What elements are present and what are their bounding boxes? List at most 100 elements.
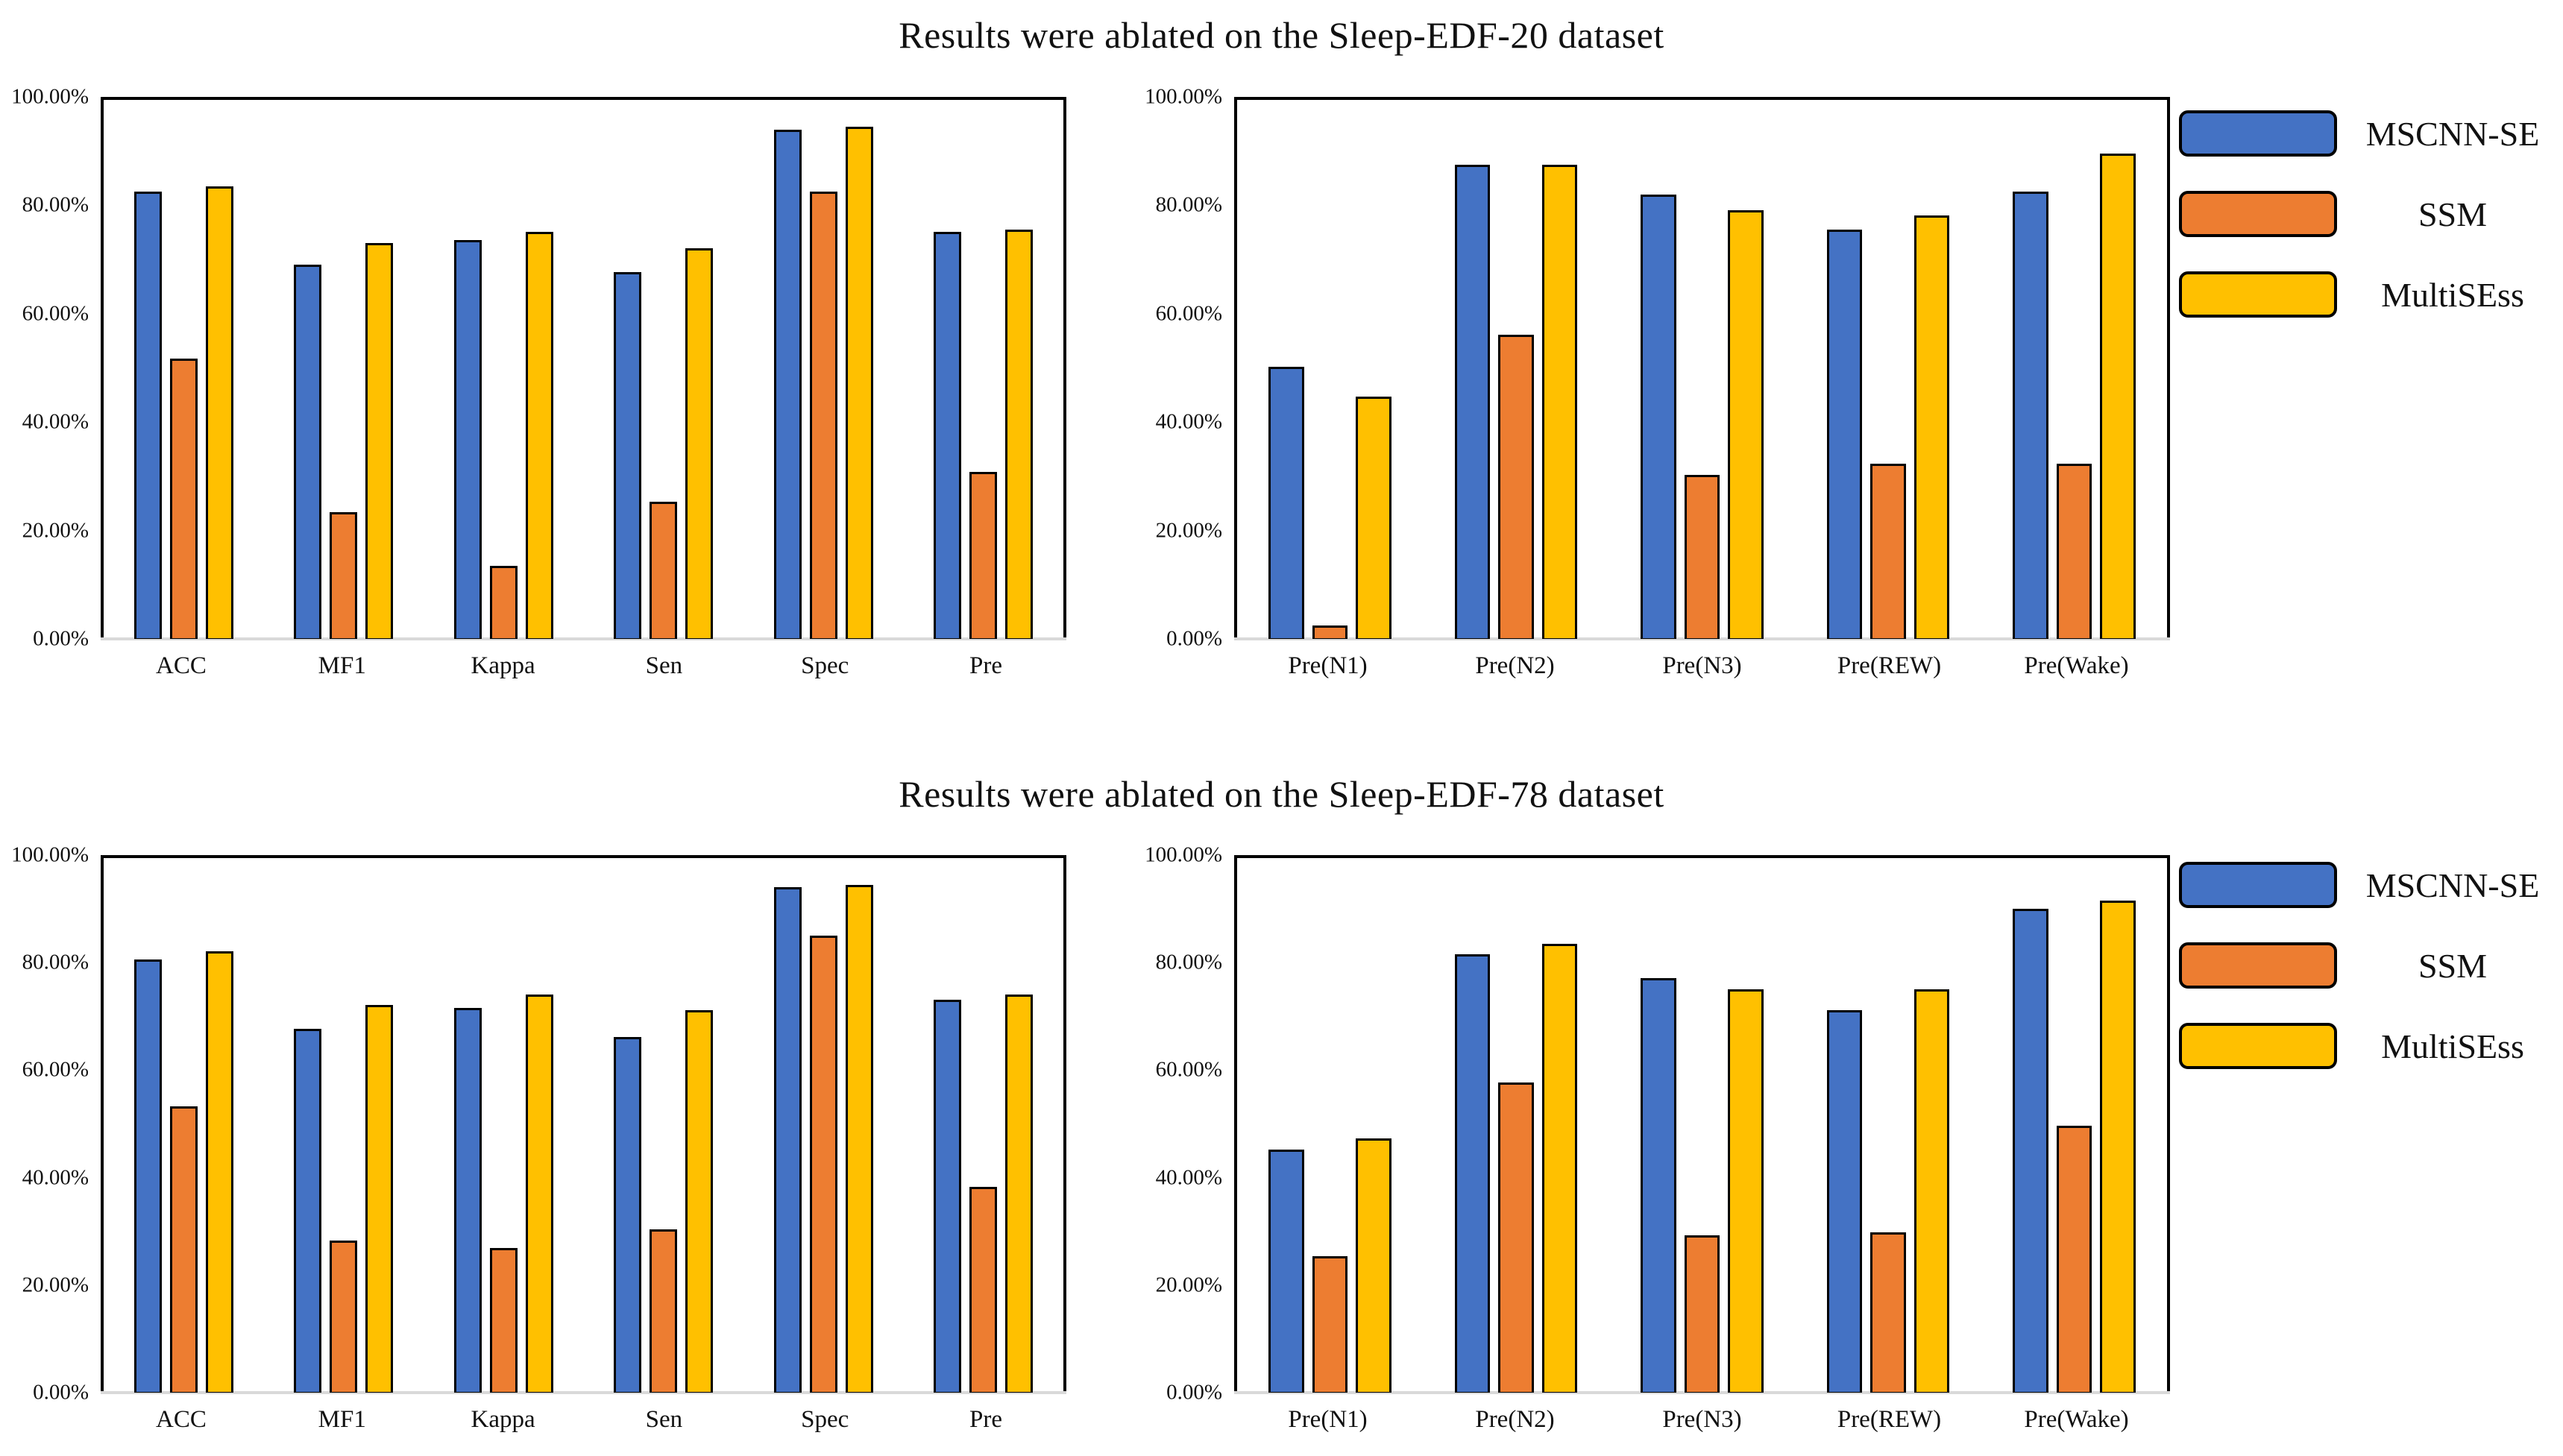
bar-chart-edf78-precision: 100.00% 80.00% 60.00% 40.00% 20.00% 0.00% Pre(… [1145,843,2170,1433]
bar-group [614,858,714,1393]
plot-area [1234,97,2170,640]
bar-mscnn-se [133,959,162,1393]
plot-slots [1237,100,2167,639]
plot-area [1234,855,2170,1394]
bar-ssm [809,191,837,639]
bar-group [133,100,233,639]
category-label: Pre(REW) [1837,1406,1942,1433]
category-label: Pre [969,1406,1003,1433]
category-label: Pre(Wake) [2024,652,2129,679]
y-axis-tick-label: 100.00% [1145,842,1222,867]
y-axis-tick-label: 0.00% [33,1380,89,1405]
legend-top: MSCNN-SE SSM MultiSEss [2179,110,2563,318]
y-axis-tick-label: 20.00% [1155,1273,1222,1297]
bar-ssm [650,501,678,639]
legend-label: SSM [2418,195,2488,233]
category-slot [264,100,424,639]
category-label: Pre(REW) [1837,652,1942,679]
bar-ssm [1870,1232,1906,1393]
x-axis-baseline [1234,1391,2170,1394]
bar-multisess [365,1005,394,1393]
bar-ssm [1498,334,1534,639]
bar-group [453,858,553,1393]
y-axis-tick-label: 80.00% [22,192,89,217]
bar-ssm [650,1229,678,1393]
y-axis-tick-label: 0.00% [1166,1380,1222,1405]
bar-ssm [489,1248,518,1393]
section-title-sleep-edf-78: Results were ablated on the Sleep-EDF-78… [899,773,1664,815]
category-label: MF1 [318,652,366,679]
category-label: Kappa [471,1406,535,1433]
category-slot [1609,858,1795,1393]
bar-multisess [1005,994,1034,1393]
bar-group [934,100,1034,639]
bar-ssm [2056,464,2092,639]
y-axis-tick-label: 40.00% [22,1165,89,1190]
bar-mscnn-se [2013,191,2048,639]
category-label: Pre(N2) [1475,652,1555,679]
legend-row: SSM [2179,942,2563,989]
bar-ssm [2056,1125,2092,1393]
category-slot [264,858,424,1393]
bar-group [1268,858,1391,1393]
category-slot [904,858,1064,1393]
legend-row: MultiSEss [2179,271,2563,318]
bar-mscnn-se [1826,229,1863,639]
bar-group [1641,858,1764,1393]
legend-row: MSCNN-SE [2179,862,2563,908]
category-slot [743,858,904,1393]
y-axis-tick-label: 80.00% [1155,192,1222,217]
bar-mscnn-se [133,191,162,639]
bar-mscnn-se [614,1037,642,1393]
bar-chart-edf20-metrics: 100.00% 80.00% 60.00% 40.00% 20.00% 0.00% ACC M… [11,85,1066,679]
bar-mscnn-se [1641,194,1676,639]
bar-mscnn-se [773,129,802,639]
bar-group [1268,100,1391,639]
bar-ssm [1870,464,1906,639]
y-axis-tick-label: 20.00% [1155,518,1222,543]
bar-multisess [525,994,553,1393]
legend-label: MSCNN-SE [2365,114,2540,153]
category-label: Spec [801,1406,849,1433]
y-axis-tick-label: 100.00% [11,84,89,109]
legend-swatch-ssm [2179,191,2337,237]
bar-group [294,100,394,639]
bar-ssm [1684,474,1720,639]
bar-group [614,100,714,639]
bar-multisess [1356,396,1391,639]
bar-group [1454,100,1578,639]
x-axis-category-labels: ACC MF1 Kappa Sen Spec Pre [101,652,1066,680]
legend-label: MSCNN-SE [2365,866,2540,904]
plot-area [101,855,1066,1394]
bar-mscnn-se [934,232,962,639]
bar-multisess [1541,943,1578,1393]
legend-swatch-ssm [2179,942,2337,989]
category-slot [1423,100,1608,639]
category-slot [104,858,264,1393]
legend-row: SSM [2179,191,2563,237]
bar-multisess [1728,989,1764,1393]
y-axis-tick-label: 60.00% [1155,301,1222,326]
bar-group [294,858,394,1393]
bar-group [1641,100,1764,639]
category-slot [1237,100,1423,639]
bar-ssm [969,471,998,639]
bar-multisess [845,127,873,639]
x-axis-baseline [101,637,1066,640]
bar-ssm [169,1106,198,1393]
bar-multisess [525,232,553,639]
legend-label: MultiSEss [2381,1027,2524,1065]
bar-group [773,100,873,639]
y-axis-tick-label: 40.00% [22,409,89,434]
bar-ssm [1684,1235,1720,1393]
x-axis-category-labels: ACC MF1 Kappa Sen Spec Pre [101,1406,1066,1434]
bar-ssm [330,512,358,639]
category-slot [1981,858,2167,1393]
bar-multisess [365,242,394,639]
category-label: Pre(N2) [1475,1406,1555,1433]
plot-slots [1237,858,2167,1393]
y-axis-tick-label: 60.00% [22,301,89,326]
plot-slots [104,100,1063,639]
bar-ssm [1312,1256,1348,1393]
bar-mscnn-se [934,1000,962,1393]
